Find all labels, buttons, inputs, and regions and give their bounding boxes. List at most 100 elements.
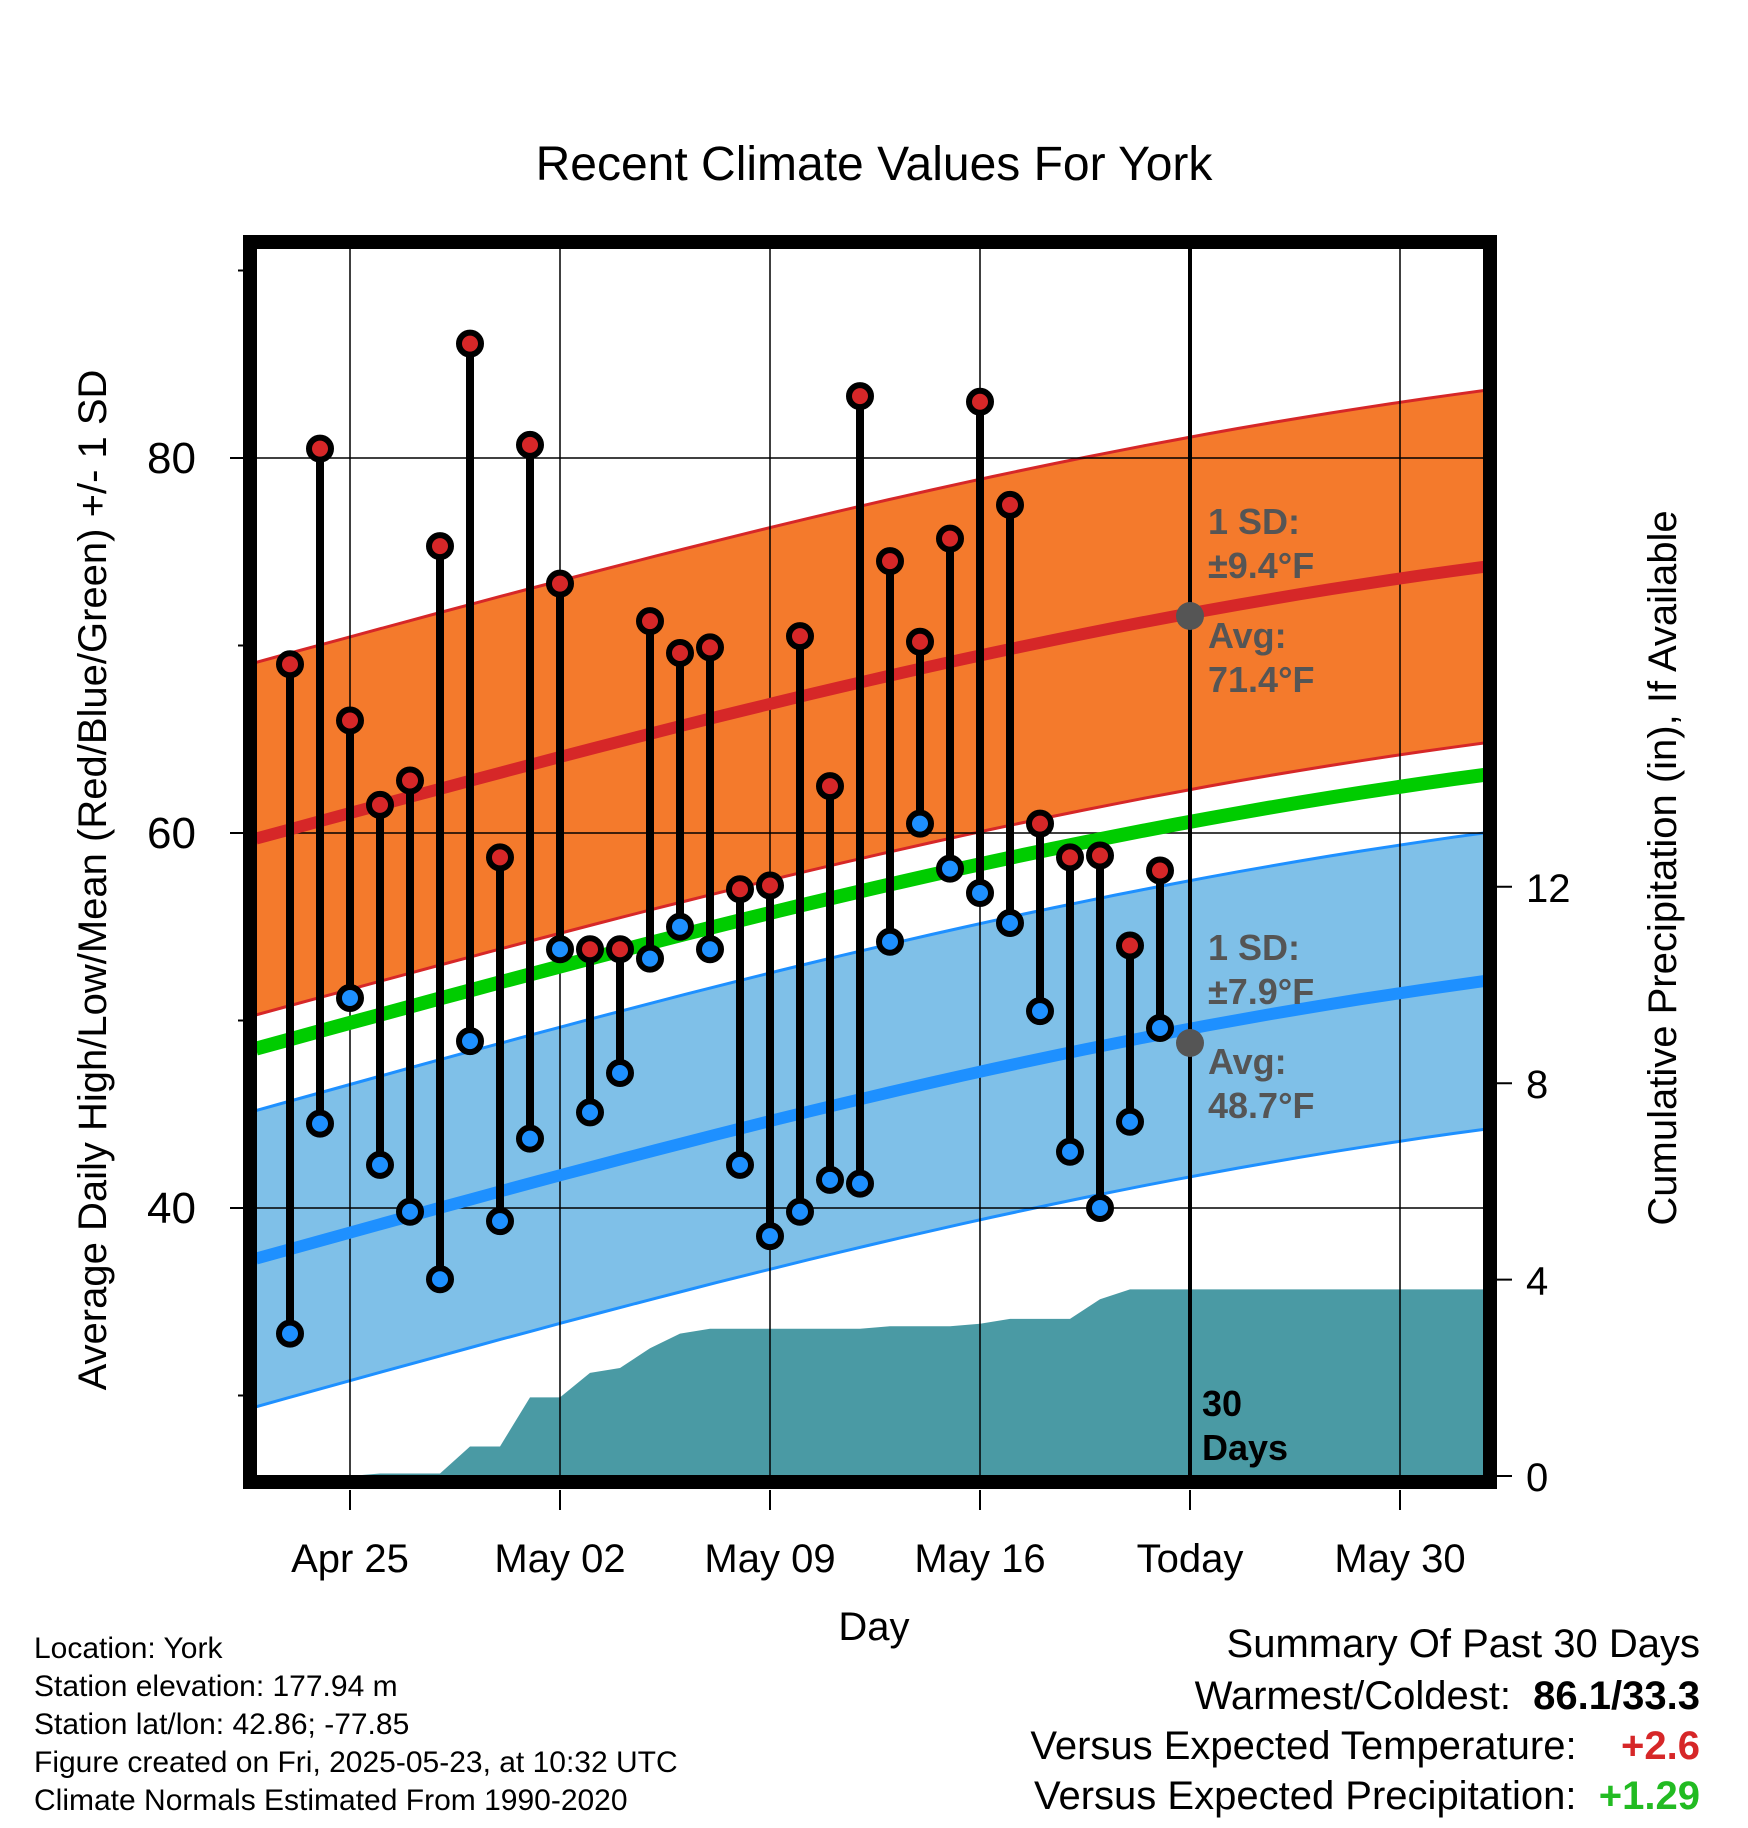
summary-warm-cold-label: Warmest/Coldest:	[1194, 1674, 1511, 1718]
summary-precip-value: +1.29	[1598, 1774, 1700, 1818]
daily-low-point	[966, 879, 994, 907]
daily-low-point	[906, 809, 934, 838]
x-tick-label: Apr 25	[291, 1537, 409, 1581]
y2-tick-label: 8	[1526, 1063, 1548, 1107]
today-high-avg-marker	[1176, 602, 1204, 630]
daily-high-point	[936, 524, 964, 553]
daily-high-point	[906, 627, 934, 656]
daily-low-point	[366, 1150, 394, 1179]
daily-high-point	[426, 532, 454, 561]
daily-high-point	[366, 790, 394, 819]
normal-mean-line	[256, 767, 1484, 1056]
daily-low-point	[786, 1197, 814, 1226]
daily-high-point	[546, 569, 574, 598]
low-sd-band	[256, 833, 1484, 1407]
daily-high-point	[786, 622, 814, 651]
daily-low-point	[456, 1027, 484, 1056]
daily-low-point	[696, 935, 724, 964]
daily-low-point	[936, 854, 964, 883]
daily-low-point	[756, 1222, 784, 1251]
daily-low-point	[546, 935, 574, 964]
daily-low-point	[996, 909, 1024, 937]
high-sd-upper-line	[256, 389, 1484, 664]
daily-low-point	[636, 944, 664, 973]
daily-low-point	[1056, 1137, 1084, 1166]
y-tick-label: 60	[147, 809, 196, 858]
daily-low-point	[846, 1169, 874, 1198]
daily-high-point	[816, 772, 844, 801]
days-word-label: Days	[1202, 1427, 1288, 1468]
summary-temp: Versus Expected Temperature: +2.6	[1030, 1724, 1700, 1769]
daily-high-point	[846, 382, 874, 411]
daily-low-point	[1146, 1014, 1174, 1042]
daily-low-point	[1086, 1194, 1114, 1222]
daily-high-point	[516, 430, 544, 459]
low-sd-upper-line	[256, 831, 1484, 1112]
daily-high-point	[606, 935, 634, 964]
low-sd-value: ±7.9°F	[1208, 971, 1314, 1012]
daily-low-point	[426, 1265, 454, 1294]
low-avg-value: 48.7°F	[1208, 1085, 1314, 1126]
footer-normals: Climate Normals Estimated From 1990-2020	[34, 1784, 628, 1817]
normal-high-line	[256, 560, 1484, 845]
daily-high-point	[396, 766, 424, 795]
daily-low-point	[876, 927, 904, 956]
daily-low-point	[726, 1150, 754, 1179]
daily-high-point	[966, 387, 994, 416]
daily-low-point	[516, 1124, 544, 1153]
today-low-avg-marker	[1176, 1029, 1204, 1057]
summary-title: Summary Of Past 30 Days	[1227, 1622, 1700, 1667]
summary-temp-label: Versus Expected Temperature:	[1030, 1724, 1577, 1768]
summary-precip-label: Versus Expected Precipitation:	[1034, 1774, 1577, 1818]
high-avg-label: Avg:	[1208, 615, 1287, 656]
daily-high-point	[636, 607, 664, 636]
plot-frame	[243, 235, 1497, 1489]
daily-high-point	[1116, 931, 1144, 960]
x-tick-label: May 30	[1334, 1537, 1465, 1581]
daily-high-point	[1146, 856, 1174, 885]
daily-low-point	[816, 1165, 844, 1194]
y-axis-label: Average Daily High/Low/Mean (Red/Blue/Gr…	[71, 370, 115, 1391]
daily-high-point	[576, 935, 604, 964]
footer-location: Location: York	[34, 1632, 223, 1665]
low-sd-lower-line	[256, 1127, 1484, 1409]
summary-precip: Versus Expected Precipitation: +1.29	[1034, 1774, 1700, 1819]
daily-low-point	[606, 1059, 634, 1087]
high-sd-value: ±9.4°F	[1208, 545, 1314, 586]
daily-high-point	[336, 706, 364, 735]
precip-area	[256, 1289, 1484, 1476]
daily-high-point	[996, 490, 1024, 519]
daily-low-point	[576, 1098, 604, 1127]
footer-created: Figure created on Fri, 2025-05-23, at 10…	[34, 1746, 678, 1779]
normal-low-line	[256, 975, 1484, 1265]
daily-high-point	[756, 871, 784, 900]
daily-high-point	[696, 633, 724, 662]
y2-tick-label: 4	[1526, 1260, 1548, 1304]
daily-low-point	[486, 1207, 514, 1236]
daily-low-point	[336, 984, 364, 1012]
daily-low-point	[1116, 1107, 1144, 1136]
low-sd-label: 1 SD:	[1208, 927, 1300, 968]
daily-high-point	[876, 547, 904, 576]
x-tick-label: May 16	[914, 1537, 1045, 1581]
low-avg-label: Avg:	[1208, 1041, 1287, 1082]
daily-high-point	[276, 650, 304, 679]
daily-low-point	[276, 1319, 304, 1348]
high-sd-lower-line	[256, 741, 1484, 1017]
daily-low-point	[666, 912, 694, 941]
daily-high-point	[726, 875, 754, 904]
daily-high-point	[456, 329, 484, 358]
y2-tick-label: 12	[1526, 867, 1571, 911]
x-tick-label: Today	[1137, 1537, 1244, 1581]
daily-high-point	[1056, 843, 1084, 872]
daily-low-point	[306, 1109, 334, 1138]
y2-axis-label: Cumulative Precipitation (in), If Availa…	[1641, 510, 1685, 1225]
summary-warm-cold: Warmest/Coldest: 86.1/33.3	[1195, 1674, 1700, 1719]
high-avg-value: 71.4°F	[1208, 659, 1314, 700]
daily-low-point	[396, 1197, 424, 1226]
x-tick-label: May 02	[494, 1537, 625, 1581]
high-sd-label: 1 SD:	[1208, 501, 1300, 542]
daily-high-point	[1086, 841, 1114, 870]
